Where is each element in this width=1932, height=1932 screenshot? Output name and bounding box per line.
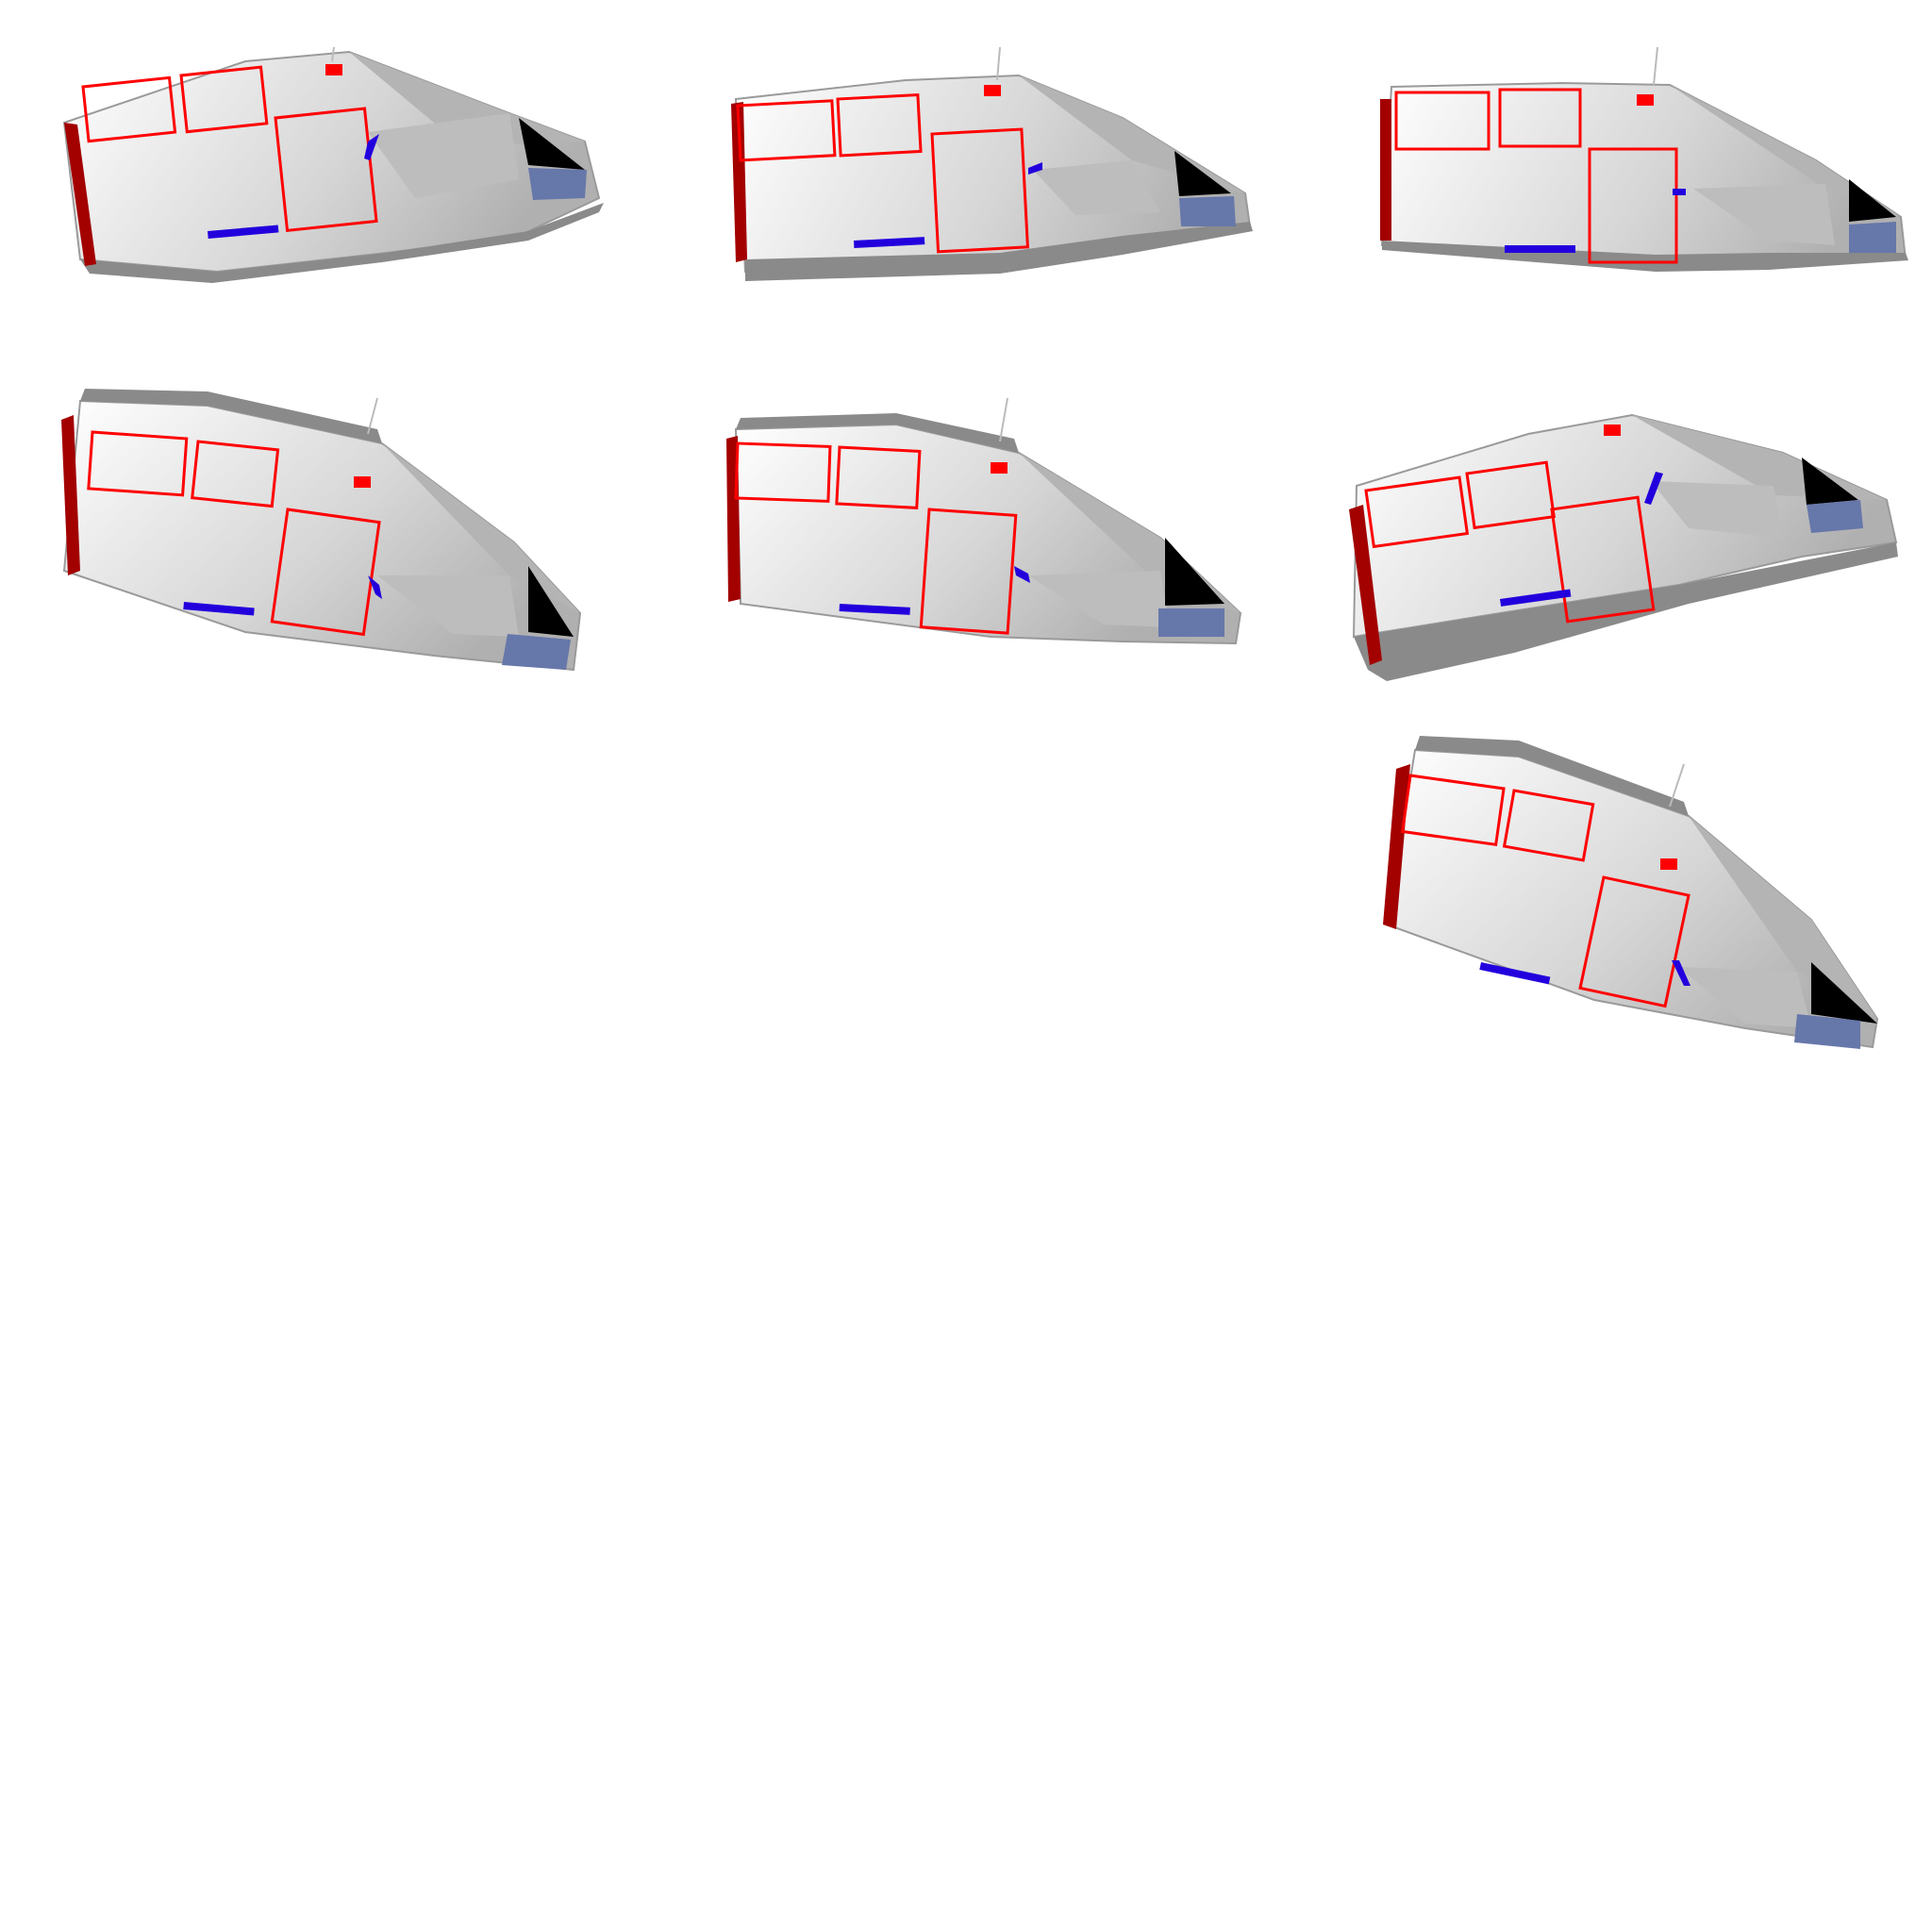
rear-stripe: [64, 123, 96, 266]
shuttle-sprite: [726, 397, 1242, 645]
panel-outline-3: [274, 107, 378, 232]
marker-badge: [1637, 94, 1654, 106]
marker-badge: [325, 64, 342, 75]
panel-outline-3: [919, 508, 1018, 635]
panel-outline-3: [1578, 875, 1690, 1008]
cockpit-lower-window: [1794, 1014, 1860, 1049]
rear-stripe: [731, 102, 747, 262]
hull-nose-side: [1033, 160, 1160, 215]
blue-accent: [364, 134, 379, 160]
shuttle-sprite: [1349, 413, 1898, 681]
rear-stripe: [1380, 99, 1391, 241]
hull-nose-side: [1651, 481, 1783, 538]
blue-accent: [1672, 960, 1690, 986]
marker-badge: [354, 476, 371, 488]
cockpit-lower-window: [1807, 500, 1863, 533]
blue-accent: [1644, 472, 1663, 505]
shuttle-sprite: [731, 46, 1253, 281]
panel-outline-2: [1502, 789, 1595, 862]
blue-accent: [1673, 189, 1686, 195]
marker-badge: [991, 462, 1008, 474]
rear-stripe: [1383, 764, 1410, 929]
shuttle-frame-7: [1368, 736, 1896, 1075]
cockpit-lower-window: [1849, 222, 1896, 253]
marker-badge: [984, 85, 1001, 96]
blue-accent: [368, 575, 382, 599]
panel-outline-1: [1400, 774, 1506, 847]
panel-outline-3: [270, 508, 381, 637]
antenna: [367, 397, 378, 435]
hull-nose-top: [1689, 816, 1877, 1019]
hull-top-edge: [80, 389, 382, 443]
cockpit-window: [1811, 962, 1877, 1024]
hull-top-edge: [736, 413, 1019, 453]
shuttle-frame-4: [57, 387, 623, 689]
marker-badge: [1660, 858, 1677, 870]
antenna: [331, 46, 335, 62]
rear-stripe: [61, 415, 80, 575]
panel-outline-1: [1394, 91, 1491, 151]
antenna: [996, 46, 1001, 81]
panel-outline-1: [736, 99, 837, 162]
panel-outline-3: [930, 127, 1029, 254]
panel-outline-1: [734, 441, 832, 503]
shuttle-frame-5: [708, 387, 1274, 670]
cockpit-window: [1174, 151, 1231, 196]
rear-stripe: [1349, 505, 1382, 665]
panel-outline-3: [1588, 147, 1678, 264]
shuttle-frame-3: [1373, 46, 1932, 302]
cockpit-lower-window: [502, 634, 571, 670]
shuttle-frame-1: [57, 46, 623, 302]
hull-underside: [745, 222, 1253, 281]
shuttle-sprite: [1383, 736, 1879, 1049]
antenna: [1669, 763, 1685, 808]
shuttle-frame-2: [717, 46, 1283, 302]
panel-outline-2: [1465, 460, 1556, 530]
panel-outline-1: [87, 430, 189, 497]
shuttle-sprite: [1380, 46, 1908, 272]
cockpit-window: [519, 118, 585, 170]
blue-bar: [839, 604, 910, 615]
panel-outline-2: [179, 65, 269, 134]
blue-bar: [1499, 589, 1572, 607]
cockpit-window: [1849, 179, 1896, 222]
cockpit-lower-window: [528, 168, 587, 200]
hull-nose-side: [1028, 571, 1170, 627]
hull-nose-side: [368, 113, 519, 198]
antenna: [1653, 46, 1658, 86]
hull-nose-top: [349, 52, 585, 146]
blue-bar: [183, 602, 255, 616]
panel-outline-2: [835, 445, 922, 509]
blue-accent: [1028, 162, 1042, 175]
hull-nose-top: [1670, 85, 1901, 217]
blue-bar: [1505, 245, 1575, 253]
panel-outline-3: [1550, 495, 1656, 624]
panel-outline-2: [1498, 88, 1582, 148]
cockpit-window: [1165, 538, 1224, 606]
shuttle-frame-6: [1330, 406, 1915, 689]
hull-top-edge: [1415, 736, 1689, 816]
cockpit-window: [1802, 458, 1858, 505]
panel-outline-2: [836, 92, 923, 158]
blue-bar: [1479, 961, 1551, 985]
blue-bar: [208, 225, 279, 239]
blue-bar: [854, 237, 925, 248]
antenna: [999, 397, 1008, 442]
marker-badge: [1604, 425, 1621, 436]
panel-outline-1: [81, 75, 177, 143]
hull-underside: [80, 203, 604, 283]
blue-accent: [1014, 566, 1030, 583]
shuttle-sprite: [62, 46, 604, 283]
hull-nose-side: [377, 575, 519, 637]
hull-nose-side: [1693, 184, 1835, 245]
cockpit-lower-window: [1179, 196, 1236, 226]
panel-outline-2: [191, 440, 280, 508]
hull-underside: [1354, 542, 1898, 681]
cockpit-window: [528, 566, 574, 637]
hull-nose-side: [1679, 967, 1811, 1028]
shuttle-sprite: [61, 389, 582, 672]
cockpit-lower-window: [1158, 608, 1224, 637]
panel-outline-1: [1364, 475, 1470, 549]
